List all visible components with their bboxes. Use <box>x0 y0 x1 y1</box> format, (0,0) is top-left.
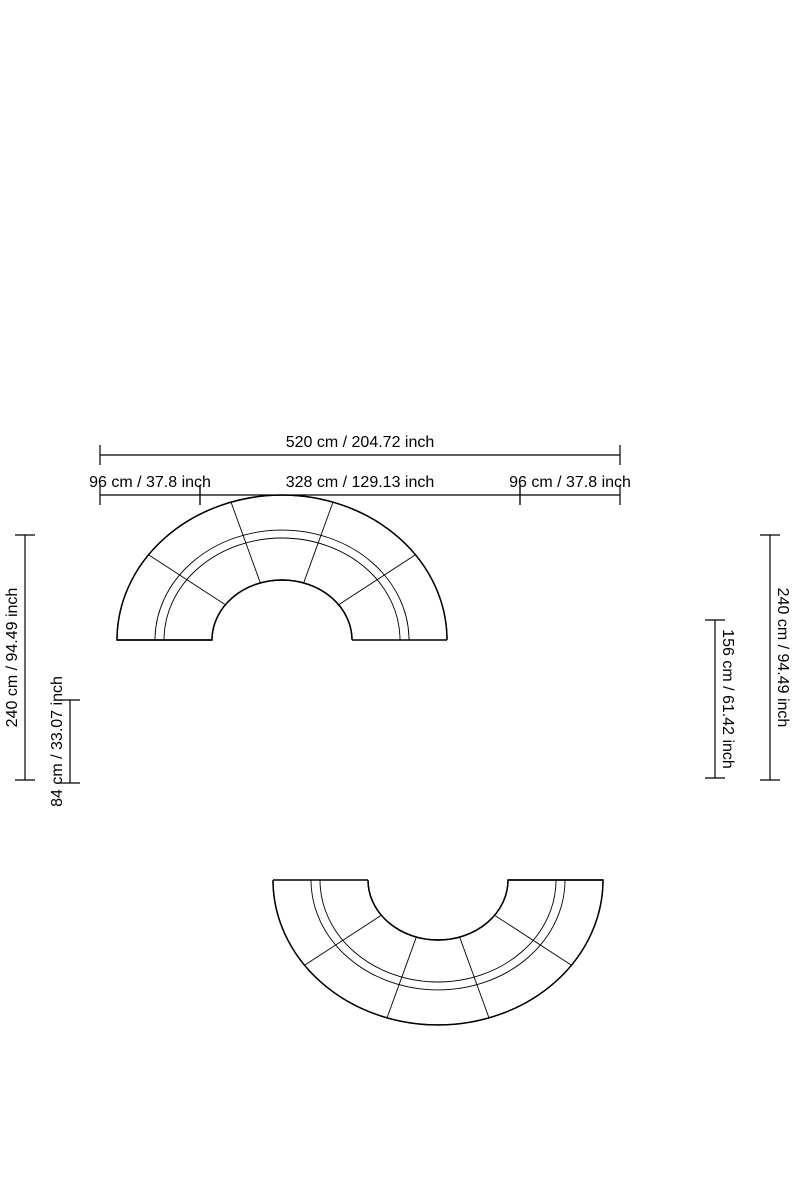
sofa-join-mask <box>273 640 447 880</box>
dim-top-seg-2-label: 328 cm / 129.13 inch <box>286 474 435 491</box>
dim-right-inner-label: 156 cm / 61.42 inch <box>719 629 736 769</box>
dim-left-inner-label: 84 cm / 33.07 inch <box>49 676 66 807</box>
dim-top-total-label: 520 cm / 204.72 inch <box>286 434 435 451</box>
dim-top-seg-3-label: 96 cm / 37.8 inch <box>509 474 631 491</box>
dim-top-seg-1-label: 96 cm / 37.8 inch <box>89 474 211 491</box>
dim-right-total-label: 240 cm / 94.49 inch <box>774 588 791 728</box>
dim-left-total-label: 240 cm / 94.49 inch <box>4 588 21 728</box>
